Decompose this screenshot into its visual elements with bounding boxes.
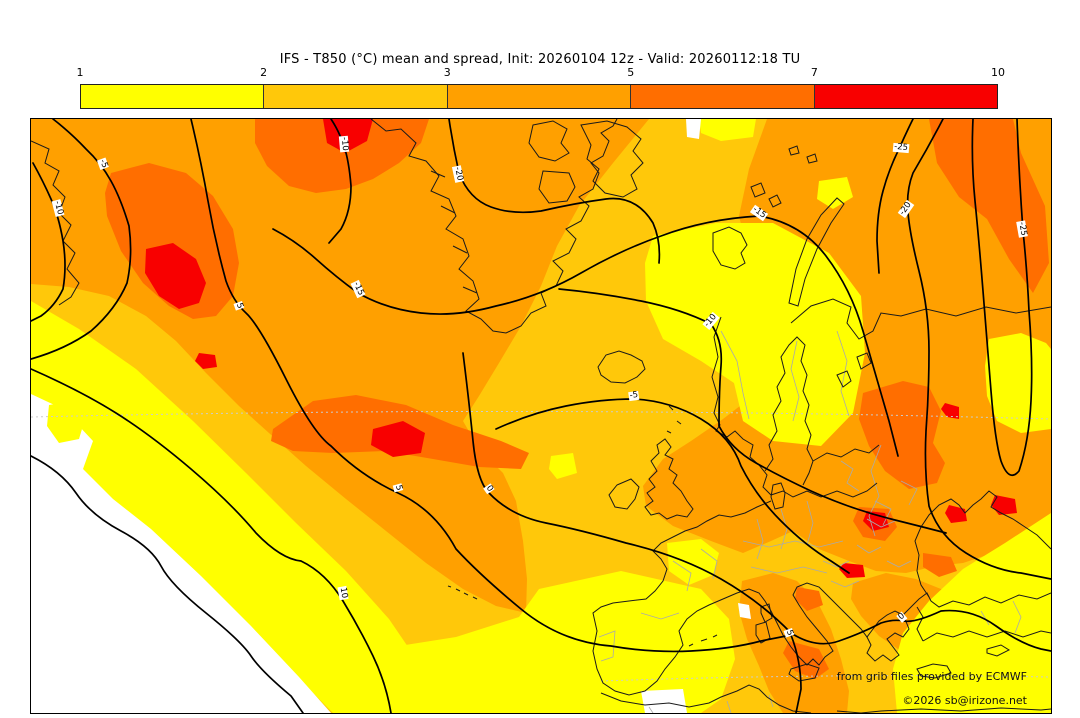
colorbar-bar	[80, 84, 998, 109]
colorbar-segment	[81, 85, 265, 108]
colorbar-tick-label: 10	[991, 66, 1005, 79]
country-borders	[598, 330, 1022, 713]
colorbar-ticks: 1 2 3 5 7 10	[76, 66, 1006, 82]
colorbar-tick-label: 7	[810, 66, 818, 79]
colorbar-tick-label: 2	[260, 66, 268, 79]
colorbar-tick-label: 3	[443, 66, 451, 79]
map-frame: -5 -10 -10 -20 -15 5 -15 -20 -25 -25 -10 -5 0 5 10 5 0 f…	[30, 118, 1052, 714]
colorbar: 1 2 3 5 7 10	[76, 66, 1006, 112]
contour-label: -25	[1016, 220, 1029, 238]
colorbar-tick-label: 1	[76, 66, 84, 79]
attribution-copyright: ©2026 sb@irizone.net	[902, 694, 1027, 707]
contour-label: -10	[338, 135, 351, 153]
contour-label: 10	[337, 585, 350, 601]
colorbar-segment	[631, 85, 815, 108]
attribution-source: from grib files provided by ECMWF	[836, 670, 1027, 683]
colorbar-segment	[814, 85, 998, 108]
contour-label: -5	[628, 389, 640, 402]
map-graphic	[31, 119, 1051, 713]
contour-label: -20	[451, 165, 465, 183]
colorbar-segment	[447, 85, 632, 108]
colorbar-segment	[264, 85, 448, 108]
page-title: IFS - T850 (°C) mean and spread, Init: 2…	[279, 52, 801, 67]
contour-label: -25	[892, 141, 910, 154]
colorbar-tick-label: 5	[627, 66, 635, 79]
